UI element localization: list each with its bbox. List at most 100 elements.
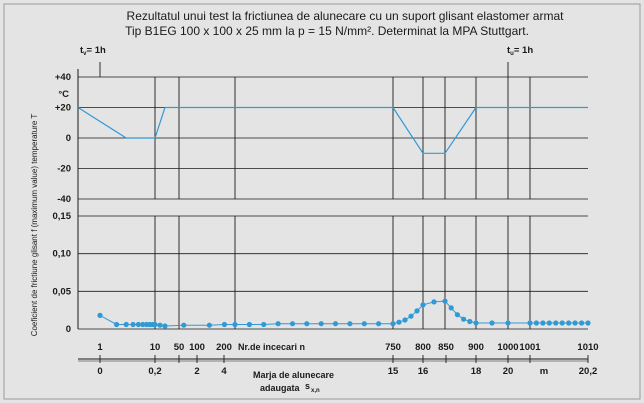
friction-point [442,298,448,304]
friction-point [408,313,414,319]
friction-point [454,312,460,318]
friction-point [347,321,353,327]
friction-point [420,302,426,308]
friction-point [123,321,129,328]
friction-point [533,320,540,326]
friction-point [157,322,163,328]
x-slip-tick-label: m [540,366,548,377]
x-axis-slip-label-line2: adaugata [260,383,301,393]
friction-point [332,321,339,327]
temp-ytick-label: -40 [57,194,71,205]
friction-point [181,322,187,328]
friction-point [135,321,141,328]
friction-point [114,321,120,328]
x-cycles-tick-label: 900 [468,342,484,353]
chart-title-line2: Tip B1EG 100 x 100 x 25 mm la p = 15 N/m… [125,24,529,38]
x-axis-slip-label-line1: Marja de alunecare [253,370,334,380]
x-cycles-tick-label: 50 [174,342,185,353]
friction-point [97,312,103,318]
friction-point [585,320,591,326]
annotation-tu: tu= 1h [507,45,533,57]
friction-point [162,323,168,329]
series-layer [77,106,591,329]
temp-ytick-label: +40 [55,72,71,83]
friction-point [505,320,511,326]
x-axis-cycles-label: Nr.de incecari n [238,342,305,352]
friction-point [232,321,238,328]
friction-point [361,321,367,327]
temp-ytick-label: -20 [57,164,71,175]
friction-point [221,321,227,328]
chart-title-line1: Rezultatul unui test la frictiunea de al… [127,9,565,23]
x-cycles-tick-label: 850 [438,342,454,353]
friction-point [140,321,146,328]
x-slip-tick-label: 4 [221,366,227,377]
x-slip-tick-label: 16 [418,366,429,377]
axis-layer [77,69,588,362]
x-slip-tick-label: 15 [388,366,399,377]
friction-series-line [99,300,588,327]
friction-point [289,321,296,327]
temperature-series-line [77,106,588,154]
temp-ytick-label: +20 [55,103,71,114]
friction-ytick-label: 0 [66,324,71,335]
temperature-unit-label: °C [58,89,69,100]
friction-ytick-label: 0,10 [53,249,72,260]
friction-point [448,305,454,311]
friction-point [461,316,467,322]
friction-point [572,320,578,326]
friction-point [489,320,495,326]
x-cycles-tick-label: 10 [150,342,161,353]
x-slip-tick-label: 20 [503,366,514,377]
friction-point [527,320,533,326]
x-slip-tick-label: 2 [194,366,199,377]
x-slip-tick-label: 0,2 [148,366,161,377]
x-cycles-tick-label: 100 [189,342,205,353]
x-axis-slip-symbol: sx,n [305,381,320,394]
friction-point [473,320,479,326]
friction-point [206,322,212,328]
friction-point [467,318,473,325]
friction-point [540,320,546,326]
x-slip-tick-label: 18 [471,366,482,377]
x-slip-tick-label: 0 [97,366,102,377]
friction-point [553,320,559,326]
x-slip-tick-label: 20,2 [579,366,598,377]
friction-point [304,321,310,327]
friction-point [431,299,437,305]
friction-point [546,320,552,326]
annotation-tv: tv= 1h [80,45,106,57]
figure-border [3,3,641,400]
friction-point [402,317,408,323]
annotation-tu-text: tu= 1h [507,45,533,57]
x-cycles-tick-label: 800 [415,342,431,353]
x-cycles-tick-label: 750 [385,342,401,353]
annotation-tv-text: tv= 1h [80,45,106,57]
x-cycles-tick-label: 1 [97,342,103,353]
x-cycles-tick-label: 1001 [519,342,541,353]
temp-ytick-label: 0 [66,133,71,144]
friction-point [130,321,136,328]
friction-ytick-label: 0,05 [53,286,72,297]
friction-point [275,321,281,327]
friction-point [390,321,396,327]
friction-point [152,321,158,328]
friction-point [579,320,585,326]
friction-point [559,320,565,326]
x-cycles-tick-label: 200 [216,342,232,353]
friction-point [261,321,267,328]
x-cycles-tick-label: 1000 [497,342,518,353]
friction-ytick-label: 0,15 [53,211,72,222]
friction-point [414,308,420,314]
friction-point [318,321,324,327]
friction-point [396,319,402,325]
friction-point [566,320,572,326]
friction-point [376,321,382,327]
grid-layer [77,62,588,330]
x-cycles-tick-label: 1010 [577,342,598,353]
friction-point [246,321,252,328]
y-axis-label: Coeficient de frictiune glisant f (maxim… [30,114,39,337]
